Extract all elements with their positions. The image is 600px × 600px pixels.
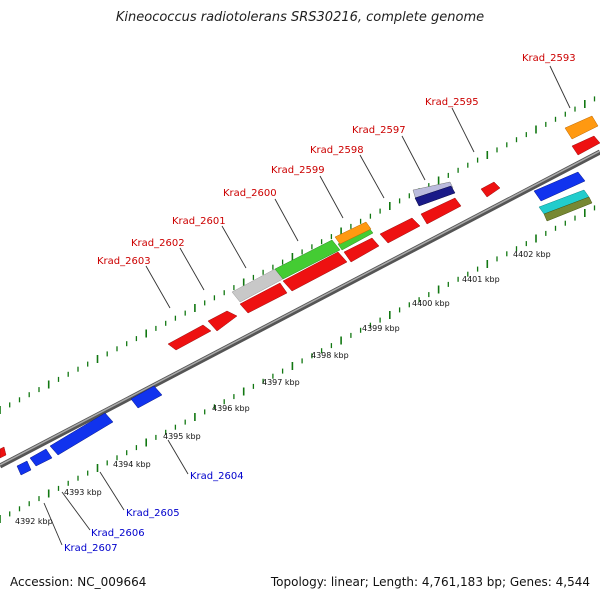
connector-krad-2605 (99, 471, 125, 511)
gene-krad-2597-navy[interactable] (414, 185, 456, 207)
connector-krad-2602 (179, 247, 205, 291)
connector-krad-2595 (451, 107, 475, 153)
gene-krad-2597-arrow[interactable] (420, 197, 462, 225)
label-krad-2607[interactable]: Krad_2607 (64, 543, 118, 554)
label-krad-2602[interactable]: Krad_2602 (131, 238, 185, 249)
lower-tick-row (0, 205, 596, 523)
gene-krad-2599-arrow[interactable] (343, 237, 380, 263)
gene-krad-2605-arrow[interactable] (49, 412, 114, 456)
connector-krad-2597 (401, 135, 426, 181)
connector-krad-2598 (359, 154, 385, 199)
scale-label-4400: 4400 kbp (412, 299, 450, 308)
upper-tick-row (0, 96, 596, 414)
scale-label-4399: 4399 kbp (362, 324, 400, 333)
label-krad-2606[interactable]: Krad_2606 (91, 528, 145, 539)
scale-label-4396: 4396 kbp (212, 404, 250, 413)
label-krad-2595[interactable]: Krad_2595 (425, 97, 479, 108)
connector-krad-2604 (167, 439, 189, 475)
gene-right-blue[interactable] (533, 171, 586, 202)
gene-krad-2600-green[interactable] (274, 239, 341, 280)
label-krad-2603[interactable]: Krad_2603 (97, 256, 151, 267)
gene-krad-2600-arrow[interactable] (282, 251, 348, 292)
label-krad-2600[interactable]: Krad_2600 (223, 188, 277, 199)
scale-label-4392: 4392 kbp (15, 517, 53, 526)
connector-krad-2601 (221, 225, 247, 269)
scale-label-4401: 4401 kbp (462, 275, 500, 284)
label-krad-2601[interactable]: Krad_2601 (172, 216, 226, 227)
gene-right-olive[interactable] (543, 196, 593, 222)
gene-krad-2607-arrow[interactable] (16, 460, 32, 476)
gene-left-edge-arrow[interactable] (0, 446, 7, 459)
gene-krad-2593-orange[interactable] (564, 115, 599, 140)
axis-line-highlight (0, 150, 600, 466)
gene-krad-2599-orange[interactable] (334, 221, 372, 245)
scale-label-4397: 4397 kbp (262, 378, 300, 387)
scale-label-4402: 4402 kbp (513, 250, 551, 259)
label-krad-2597[interactable]: Krad_2597 (352, 125, 406, 136)
connector-krad-2606 (61, 491, 91, 531)
connector-krad-2593 (549, 65, 571, 109)
gene-krad-2602-arrow[interactable] (207, 310, 238, 332)
label-krad-2598[interactable]: Krad_2598 (310, 145, 364, 156)
gene-krad-2593-arrow[interactable] (571, 135, 600, 156)
gene-krad-2601-arrow[interactable] (239, 282, 288, 314)
connector-krad-2607 (43, 502, 63, 546)
gene-krad-2598-arrow[interactable] (379, 217, 421, 244)
label-krad-2593[interactable]: Krad_2593 (522, 53, 576, 64)
label-krad-2605[interactable]: Krad_2605 (126, 508, 180, 519)
scale-label-4393: 4393 kbp (64, 488, 102, 497)
page-title: Kineococcus radiotolerans SRS30216, comp… (115, 10, 485, 25)
connector-krad-2599 (319, 175, 344, 219)
label-krad-2599[interactable]: Krad_2599 (271, 165, 325, 176)
gene-krad-2604-arrow[interactable] (130, 385, 163, 409)
topology-text: Topology: linear; Length: 4,761,183 bp; … (270, 575, 590, 589)
gene-krad-2603-arrow[interactable] (167, 324, 212, 351)
label-krad-2604[interactable]: Krad_2604 (190, 471, 244, 482)
connector-krad-2600 (274, 198, 299, 242)
connector-krad-2603 (145, 265, 171, 309)
scale-label-4395: 4395 kbp (163, 432, 201, 441)
accession-text: Accession: NC_009664 (10, 575, 147, 589)
scale-label-4394: 4394 kbp (113, 460, 151, 469)
gene-krad-2606-arrow[interactable] (29, 448, 53, 467)
axis-line (0, 149, 600, 469)
gene-krad-2595-arrow[interactable] (480, 181, 501, 198)
scale-label-4398: 4398 kbp (311, 351, 349, 360)
